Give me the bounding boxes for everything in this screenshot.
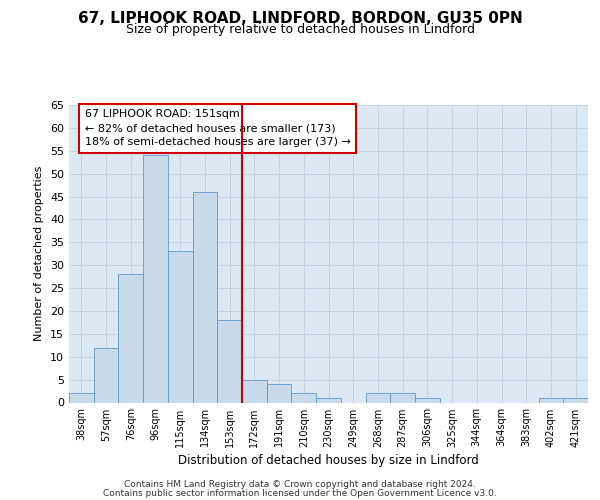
- Text: Size of property relative to detached houses in Lindford: Size of property relative to detached ho…: [125, 22, 475, 36]
- Bar: [267, 384, 292, 402]
- Bar: [316, 398, 341, 402]
- Text: Contains HM Land Registry data © Crown copyright and database right 2024.: Contains HM Land Registry data © Crown c…: [124, 480, 476, 489]
- Bar: [217, 320, 242, 402]
- Bar: [563, 398, 588, 402]
- Text: 67 LIPHOOK ROAD: 151sqm
← 82% of detached houses are smaller (173)
18% of semi-d: 67 LIPHOOK ROAD: 151sqm ← 82% of detache…: [85, 110, 350, 148]
- Bar: [539, 398, 563, 402]
- Bar: [94, 348, 118, 403]
- Bar: [242, 380, 267, 402]
- X-axis label: Distribution of detached houses by size in Lindford: Distribution of detached houses by size …: [178, 454, 479, 466]
- Bar: [292, 394, 316, 402]
- Bar: [168, 252, 193, 402]
- Bar: [415, 398, 440, 402]
- Text: Contains public sector information licensed under the Open Government Licence v3: Contains public sector information licen…: [103, 488, 497, 498]
- Bar: [365, 394, 390, 402]
- Y-axis label: Number of detached properties: Number of detached properties: [34, 166, 44, 342]
- Bar: [193, 192, 217, 402]
- Text: 67, LIPHOOK ROAD, LINDFORD, BORDON, GU35 0PN: 67, LIPHOOK ROAD, LINDFORD, BORDON, GU35…: [77, 11, 523, 26]
- Bar: [143, 156, 168, 402]
- Bar: [69, 394, 94, 402]
- Bar: [118, 274, 143, 402]
- Bar: [390, 394, 415, 402]
